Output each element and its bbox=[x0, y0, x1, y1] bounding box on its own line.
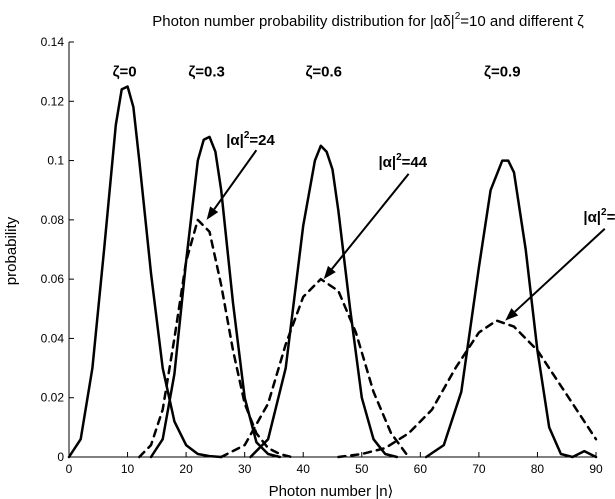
dashed-curve-5 bbox=[138, 218, 293, 459]
annotation-arrowhead bbox=[323, 265, 336, 280]
y-tick-label: 0.02 bbox=[41, 391, 65, 405]
plot-axes: 0 10 20 30 40 50 60 70 80 90 0 0.02 0.04 0.06 0.08 0.1 0… bbox=[41, 35, 603, 476]
y-tick-label: 0.14 bbox=[41, 35, 65, 49]
series-layer bbox=[67, 85, 598, 459]
x-tick-label: 20 bbox=[179, 462, 193, 476]
annotation-arrow bbox=[213, 149, 258, 210]
annotation-arrow bbox=[331, 173, 410, 270]
annotation-label: |α|2=75 bbox=[583, 207, 615, 226]
zeta-label: ζ=0.6 bbox=[305, 64, 342, 81]
zeta-labels: ζ=0 ζ=0.3 ζ=0.6 ζ=0.9 bbox=[113, 64, 521, 81]
solid-curve-1 bbox=[67, 85, 223, 459]
x-tick-label: 40 bbox=[297, 462, 311, 476]
annotations: |α|2=24 |α|2=44 |α|2=75 bbox=[206, 130, 615, 321]
solid-curve-4 bbox=[424, 159, 598, 459]
annotation-label: |α|2=24 bbox=[226, 130, 275, 149]
zeta-label: ζ=0 bbox=[113, 64, 137, 81]
chart-title: Photon number probability distribution f… bbox=[152, 11, 584, 30]
y-tick-label: 0.1 bbox=[47, 154, 64, 168]
y-tick-label: 0.12 bbox=[41, 94, 65, 108]
x-tick-label: 80 bbox=[531, 462, 545, 476]
y-tick-label: 0.04 bbox=[41, 331, 65, 345]
annotation-label: |α|2=44 bbox=[378, 152, 427, 171]
annotation-arrow bbox=[514, 228, 606, 313]
zeta-label: ζ=0.9 bbox=[484, 64, 521, 81]
x-tick-label: 30 bbox=[238, 462, 252, 476]
x-tick-label: 70 bbox=[472, 462, 486, 476]
solid-curve-3 bbox=[249, 144, 399, 459]
dashed-curve-7 bbox=[337, 319, 598, 459]
x-tick-label: 90 bbox=[589, 462, 603, 476]
y-tick-label: 0.08 bbox=[41, 213, 65, 227]
x-tick-label: 50 bbox=[355, 462, 369, 476]
zeta-label: ζ=0.3 bbox=[188, 64, 225, 81]
y-tick-label: 0 bbox=[57, 450, 64, 464]
annotation-arrowhead bbox=[505, 308, 519, 321]
y-axis-label: probability bbox=[3, 216, 20, 285]
x-axis-label: Photon number |n⟩ bbox=[269, 483, 394, 499]
dashed-curve-6 bbox=[219, 277, 410, 459]
x-tick-label: 60 bbox=[414, 462, 428, 476]
annotation-arrowhead bbox=[206, 206, 219, 220]
x-tick-label: 10 bbox=[121, 462, 135, 476]
y-tick-label: 0.06 bbox=[41, 272, 65, 286]
x-tick-label: 0 bbox=[66, 462, 73, 476]
solid-curve-2 bbox=[149, 135, 282, 459]
